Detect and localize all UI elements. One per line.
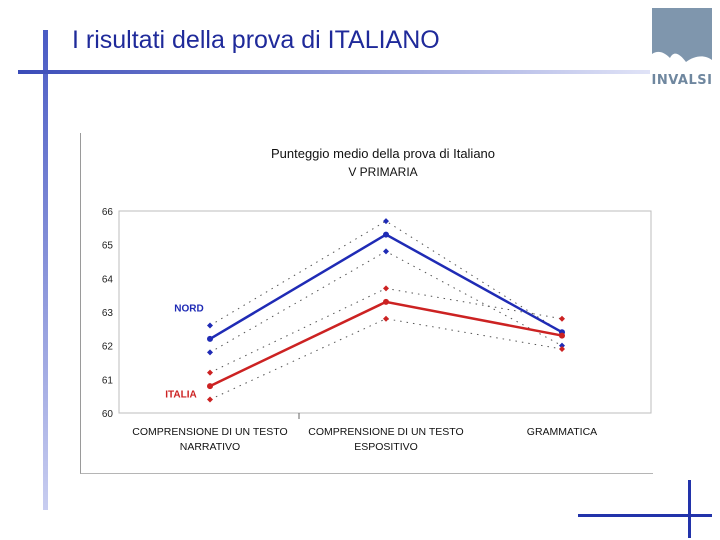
italia-point: [559, 332, 565, 339]
nord-upper-marker: [207, 322, 213, 329]
italia-upper-marker: [207, 369, 213, 376]
x-tick-label: COMPRENSIONE DI UN TESTO: [132, 426, 287, 438]
legend-label-italia: ITALIA: [165, 390, 196, 401]
chart-subtitle: V PRIMARIA: [348, 165, 417, 179]
italia-point: [383, 298, 389, 305]
italia-lower-marker: [207, 396, 213, 403]
y-tick-label: 63: [102, 308, 114, 319]
y-tick-label: 62: [102, 342, 114, 353]
line-chart: Punteggio medio della prova di Italiano V…: [102, 146, 652, 453]
nord-point: [383, 231, 389, 238]
italia-point: [207, 383, 213, 390]
chart-frame: Punteggio medio della prova di Italiano V…: [80, 133, 653, 474]
y-tick-label: 66: [102, 207, 114, 218]
legend-label-nord: NORD: [174, 303, 203, 314]
italia-upper-marker: [559, 315, 565, 322]
italia-series-line: [209, 300, 563, 388]
nord-lower-marker: [559, 342, 565, 349]
corner-decoration: [578, 480, 712, 538]
italia-lower-marker: [559, 346, 565, 353]
nord-upper-bound: [209, 220, 563, 333]
y-tick-label: 61: [102, 375, 114, 386]
x-tick-label: NARRATIVO: [180, 441, 240, 453]
left-accent-bar: [43, 30, 48, 510]
nord-point: [207, 335, 213, 342]
chart-title: Punteggio medio della prova di Italiano: [271, 146, 495, 161]
svg-text:INVALSI: INVALSI: [652, 73, 713, 88]
x-tick-label: COMPRENSIONE DI UN TESTO: [308, 426, 463, 438]
nord-upper-marker: [383, 218, 389, 225]
x-tick-label: ESPOSITIVO: [354, 441, 418, 453]
nord-lower-marker: [207, 349, 213, 356]
nord-lower-marker: [383, 248, 389, 255]
nord-upper-marker: [559, 329, 565, 336]
italia-upper-marker: [383, 285, 389, 292]
slide-title: I risultati della prova di ITALIANO: [72, 26, 440, 54]
y-tick-label: 60: [102, 409, 114, 420]
italia-lower-marker: [383, 315, 389, 322]
invalsi-logo: INVALSI: [652, 8, 713, 88]
italia-lower-bound: [209, 318, 563, 400]
y-tick-label: 65: [102, 241, 114, 252]
plot-area: [118, 210, 652, 414]
y-tick-label: 64: [102, 274, 114, 285]
title-underline-bar: [18, 70, 650, 74]
x-tick-label: GRAMMATICA: [527, 426, 597, 438]
